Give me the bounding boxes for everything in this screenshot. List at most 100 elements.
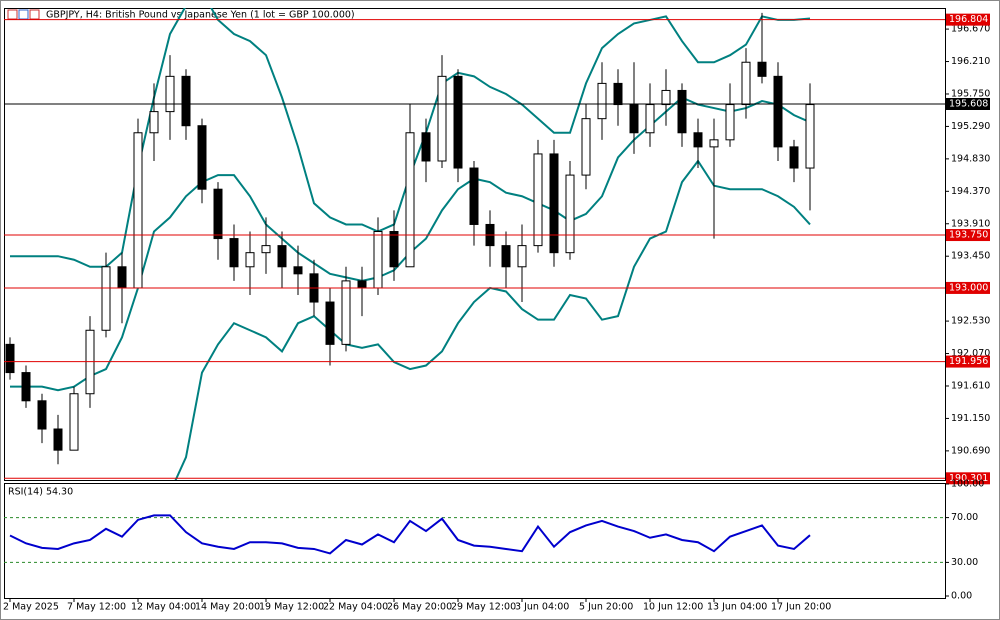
x-tick-label: 12 May 04:00 bbox=[131, 602, 196, 613]
candle-body bbox=[357, 280, 367, 289]
candle-body bbox=[437, 75, 447, 162]
candle-body bbox=[501, 245, 511, 268]
candle-body bbox=[197, 125, 207, 190]
candle-body bbox=[133, 132, 143, 289]
x-tick-label: 13 Jun 04:00 bbox=[707, 602, 767, 613]
candle-body bbox=[533, 153, 543, 247]
candle-body bbox=[709, 139, 719, 148]
candle-body bbox=[469, 167, 479, 225]
candle-body bbox=[741, 61, 751, 106]
candle-body bbox=[53, 428, 63, 451]
candle-body bbox=[549, 153, 559, 254]
price-level-tag bbox=[946, 472, 990, 485]
y-tick-label: 100.00 bbox=[951, 479, 984, 490]
x-tick-label: 29 May 12:00 bbox=[451, 602, 516, 613]
x-tick-label: 19 May 12:00 bbox=[259, 602, 324, 613]
candle-body bbox=[5, 343, 15, 374]
candle-body bbox=[229, 238, 239, 268]
y-tick-label: 0.00 bbox=[951, 591, 972, 602]
y-tick-label: 30.00 bbox=[951, 557, 978, 568]
price-level-tag bbox=[946, 281, 990, 294]
x-tick-label: 22 May 04:00 bbox=[323, 602, 388, 613]
price-level-label: 190.301 bbox=[949, 473, 988, 484]
price-level-label: 193.750 bbox=[949, 230, 988, 241]
candle-body bbox=[725, 104, 735, 141]
candle-body bbox=[181, 75, 191, 127]
x-tick-label: 2 May 2025 bbox=[3, 602, 59, 613]
bollinger-band bbox=[174, 159, 811, 480]
y-tick-label: 192.070 bbox=[951, 348, 990, 359]
candle-body bbox=[757, 61, 767, 77]
candle-body bbox=[149, 111, 159, 134]
y-tick-label: 192.530 bbox=[951, 316, 990, 327]
candle-body bbox=[37, 400, 47, 430]
y-tick-label: 194.830 bbox=[951, 153, 990, 164]
price-level-label: 191.956 bbox=[949, 356, 988, 367]
symbol-icon bbox=[7, 9, 40, 20]
candle-body bbox=[165, 75, 175, 113]
main-panel bbox=[4, 8, 946, 481]
candle-body bbox=[293, 266, 303, 275]
y-tick-label: 196.670 bbox=[951, 24, 990, 35]
candle-body bbox=[661, 89, 671, 106]
candle-body bbox=[389, 231, 399, 268]
candle-body bbox=[341, 280, 351, 345]
y-tick-label: 191.610 bbox=[951, 380, 990, 391]
candle-body bbox=[453, 75, 463, 169]
y-tick-label: 196.210 bbox=[951, 56, 990, 67]
candle-body bbox=[245, 252, 255, 268]
y-tick-label: 191.150 bbox=[951, 413, 990, 424]
rsi-panel bbox=[4, 483, 946, 599]
candle-body bbox=[773, 75, 783, 148]
y-tick-label: 193.450 bbox=[951, 251, 990, 262]
candle-body bbox=[805, 104, 815, 169]
chart-title: GBPJPY, H4: British Pound vs Japanese Ye… bbox=[46, 10, 355, 21]
y-tick-label: 195.750 bbox=[951, 88, 990, 99]
candle-body bbox=[277, 245, 287, 268]
price-level-tag bbox=[946, 229, 990, 242]
candle-body bbox=[261, 245, 271, 254]
candle-body bbox=[645, 104, 655, 134]
candle-body bbox=[117, 266, 127, 289]
x-tick-label: 3 Jun 04:00 bbox=[515, 602, 569, 613]
price-level-label: 196.804 bbox=[949, 14, 988, 25]
candle-body bbox=[325, 301, 335, 345]
x-tick-label: 17 Jun 20:00 bbox=[771, 602, 831, 613]
y-tick-label: 194.370 bbox=[951, 186, 990, 197]
y-tick-label: 70.00 bbox=[951, 512, 978, 523]
candle-body bbox=[565, 174, 575, 254]
x-tick-label: 14 May 20:00 bbox=[195, 602, 260, 613]
price-level-tag bbox=[946, 355, 990, 368]
y-tick-label: 190.690 bbox=[951, 445, 990, 456]
price-level-tag bbox=[946, 97, 990, 110]
candle-body bbox=[693, 132, 703, 148]
candle-body bbox=[613, 82, 623, 106]
candle-body bbox=[213, 188, 223, 240]
candle-body bbox=[101, 266, 111, 331]
y-tick-label: 193.910 bbox=[951, 218, 990, 229]
price-area bbox=[5, 8, 815, 480]
candle-body bbox=[789, 146, 799, 169]
x-tick-label: 10 Jun 12:00 bbox=[643, 602, 703, 613]
candle-body bbox=[517, 245, 527, 268]
price-level-tag bbox=[946, 13, 990, 26]
x-tick-label: 7 May 12:00 bbox=[67, 602, 126, 613]
price-level-label: 195.608 bbox=[949, 98, 988, 109]
y-tick-label: 195.290 bbox=[951, 121, 990, 132]
candle-body bbox=[581, 118, 591, 176]
candle-body bbox=[597, 82, 607, 120]
candle-body bbox=[69, 393, 79, 451]
candle-body bbox=[405, 132, 415, 268]
rsi-line bbox=[9, 514, 811, 555]
x-tick-label: 26 May 20:00 bbox=[387, 602, 452, 613]
candle-body bbox=[629, 104, 639, 134]
x-tick-label: 5 Jun 20:00 bbox=[579, 602, 633, 613]
price-level-label: 193.000 bbox=[949, 282, 988, 293]
candle-body bbox=[21, 372, 31, 402]
rsi-title: RSI(14) 54.30 bbox=[8, 487, 73, 498]
candle-body bbox=[677, 89, 687, 134]
candle-body bbox=[421, 132, 431, 162]
candle-body bbox=[373, 231, 383, 289]
